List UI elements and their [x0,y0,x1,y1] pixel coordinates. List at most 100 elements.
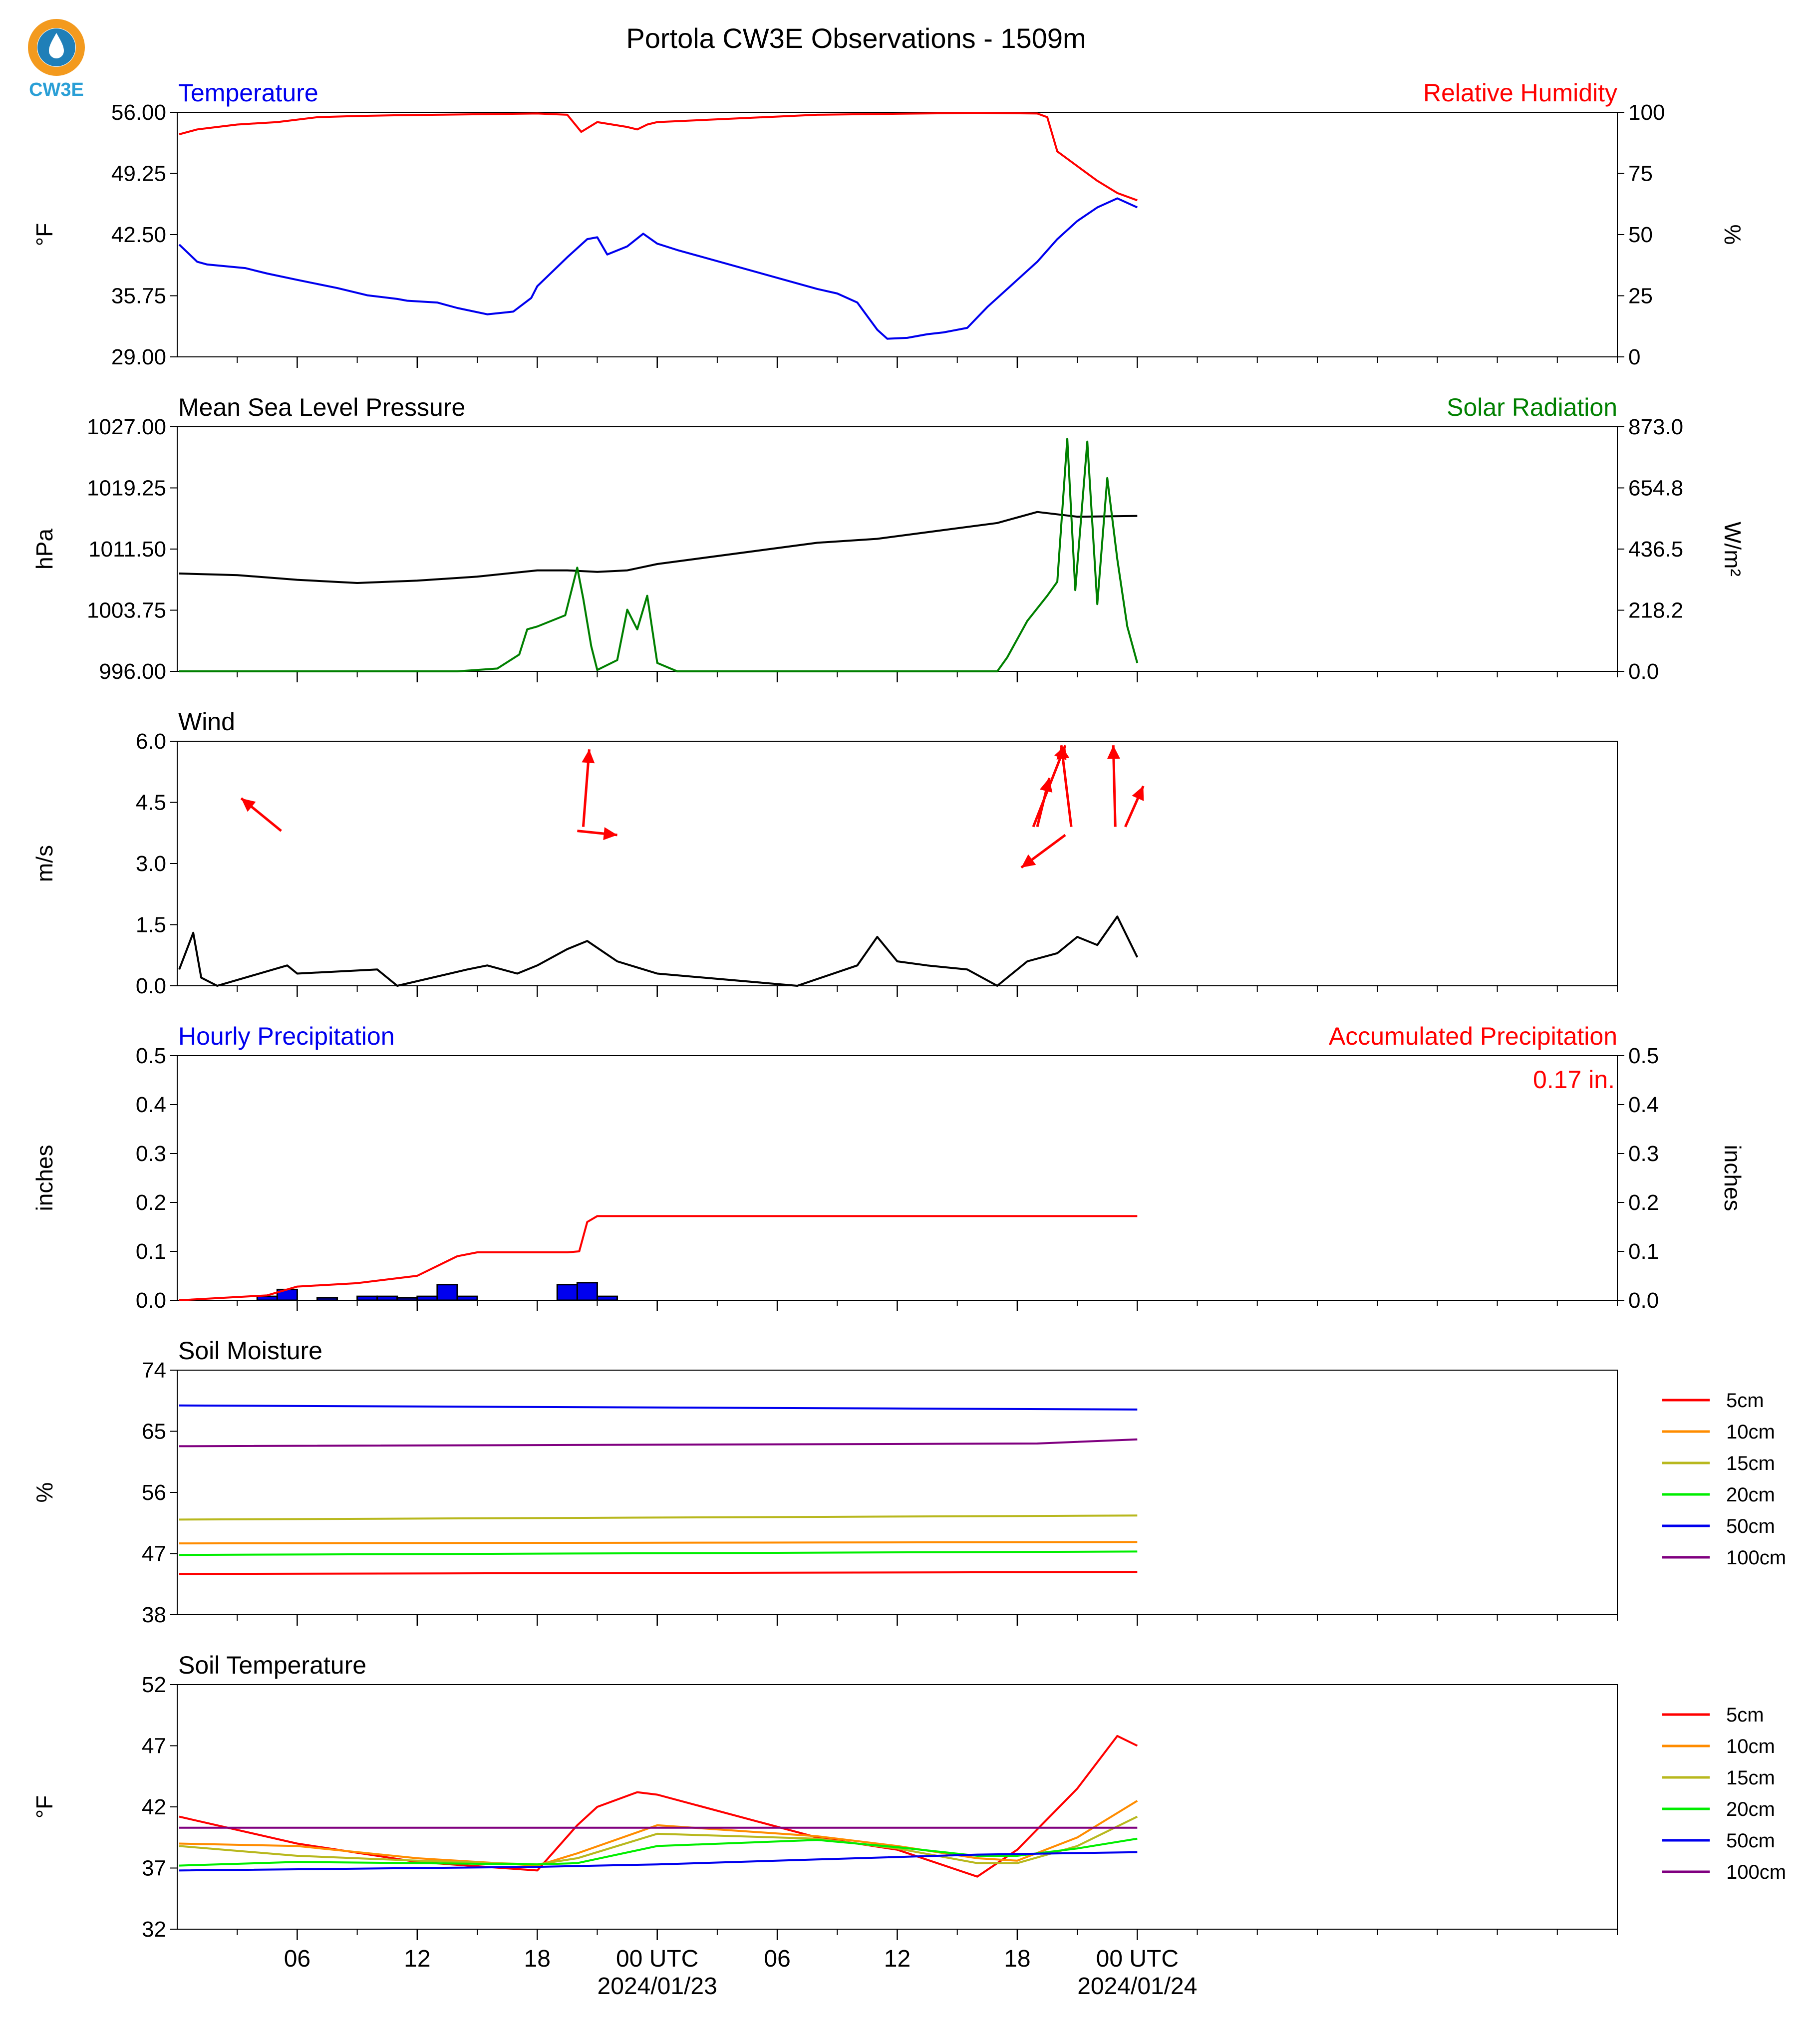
series-line [179,1404,1138,1411]
y2-tick-label: 0.5 [1628,1044,1659,1068]
y-tick-label: 4.5 [136,791,166,815]
x-tick-label: 12 [884,1946,910,1972]
wind-arrow [1112,745,1117,827]
y2-tick-label: 0.2 [1628,1190,1659,1215]
y-tick-label: 35.75 [111,284,166,308]
logo-ring [28,19,85,76]
chart-panel: 0.0 1.5 3.0 4.5 6.0 Wind m/s [31,708,1618,998]
precip-bar [356,1295,378,1301]
panel-title-right: Accumulated Precipitation [1329,1022,1617,1050]
y2-tick-label: 0.0 [1628,659,1659,684]
y-axis-label: m/s [31,845,57,882]
panel-title-right: Solar Radiation [1447,393,1617,421]
y2-tick-label: 0.3 [1628,1142,1659,1166]
chart-panel: 29.00 35.75 42.50 49.25 56.00 0 25 50 75 100 Tempe… [31,79,1746,369]
y-axis-label: °F [31,1795,57,1819]
series-line [178,915,1139,987]
y2-tick-label: 436.5 [1628,537,1683,562]
x-tick-label: 18 [524,1946,551,1972]
series-line [178,197,1138,340]
legend-label: 20cm [1726,1798,1775,1820]
accumulated-total-label: 0.17 in. [1533,1066,1615,1094]
series-line [179,1550,1138,1556]
logo-text: CW3E [29,79,84,100]
legend-label: 50cm [1726,1515,1775,1537]
y2-tick-label: 25 [1628,284,1653,308]
wind-arrow-head [603,827,617,841]
legend-label: 15cm [1726,1452,1775,1474]
series-line [179,1514,1138,1521]
y-tick-label: 0.3 [136,1142,166,1166]
precip-bar [376,1295,398,1301]
legend-label: 100cm [1726,1547,1786,1569]
legend-label: 5cm [1726,1390,1764,1412]
y2-tick-label: 75 [1628,162,1653,186]
x-tick-label: 06 [284,1946,310,1972]
wind-arrow [1060,745,1073,827]
x-tick-label: 00 UTC [1096,1946,1179,1972]
series-line [179,1735,1138,1878]
y-tick-label: 38 [142,1603,166,1627]
y2-tick-label: 50 [1628,223,1653,247]
wind-arrow-head [1021,854,1036,868]
y-axis-label: inches [31,1145,57,1211]
legend-label: 5cm [1726,1704,1764,1726]
y-tick-label: 1027.00 [87,415,166,439]
panel-title-left: Mean Sea Level Pressure [178,393,465,421]
precip-bar [436,1284,458,1301]
y2-tick-label: 100 [1628,100,1665,125]
x-date-label: 2024/01/24 [1077,1973,1197,2000]
legend-label: 15cm [1726,1767,1775,1789]
y2-tick-label: 0 [1628,345,1640,369]
x-tick-label: 12 [404,1946,430,1972]
precip-bar [316,1297,338,1301]
y2-tick-label: 0.4 [1628,1093,1659,1117]
legend-label: 10cm [1726,1736,1775,1757]
series-line [179,1800,1138,1867]
wind-arrow-head [1039,778,1053,793]
y2-tick-label: 873.0 [1628,415,1683,439]
y-tick-label: 0.5 [136,1044,166,1068]
y-tick-label: 1003.75 [87,598,166,623]
precip-bar [576,1282,598,1301]
x-tick-label: 00 UTC [616,1946,698,1972]
y-tick-label: 65 [142,1420,166,1444]
precip-bar [556,1284,578,1301]
legend-label: 10cm [1726,1421,1775,1443]
legend-label: 100cm [1726,1861,1786,1883]
y-axis-label: °F [31,223,57,247]
y-tick-label: 0.0 [136,974,166,998]
series-line [179,511,1138,584]
precip-bar [256,1295,278,1301]
legend-label: 50cm [1726,1830,1775,1852]
y-tick-label: 6.0 [136,729,166,754]
legend-label: 20cm [1726,1484,1775,1506]
series-line [179,1438,1138,1448]
chart-panel: 0.0 0.1 0.2 0.3 0.4 0.5 0.0 0.1 0.2 0.3 0.4 0.5 Hour… [31,1022,1746,1313]
panel-title-left: Soil Moisture [178,1337,322,1365]
panel-title-left: Temperature [178,79,318,107]
series-line [179,1571,1138,1575]
y-tick-label: 42 [142,1795,166,1819]
y-tick-label: 3.0 [136,852,166,876]
y-tick-label: 52 [142,1673,166,1697]
y2-axis-label: inches [1720,1145,1746,1211]
y-tick-label: 1019.25 [87,476,166,501]
series-line [179,1815,1138,1866]
x-tick-label: 18 [1004,1946,1030,1972]
y-tick-label: 42.50 [111,223,166,247]
chart-panel: 38 47 56 65 74 Soil Moisture% 5cm 10cm 15cm 20cm 5… [31,1337,1786,1627]
y-tick-label: 49.25 [111,162,166,186]
y-axis-label: % [31,1482,57,1503]
x-date-label: 2024/01/23 [598,1973,717,2000]
y2-tick-label: 0.0 [1628,1288,1659,1313]
series-line [179,112,1138,202]
y-tick-label: 0.1 [136,1239,166,1264]
series-line [179,1541,1138,1545]
panel-title-left: Hourly Precipitation [178,1022,395,1050]
y-tick-label: 0.4 [136,1093,166,1117]
series-line [179,438,1139,672]
y-tick-label: 74 [142,1358,166,1383]
y-tick-label: 56 [142,1480,166,1505]
